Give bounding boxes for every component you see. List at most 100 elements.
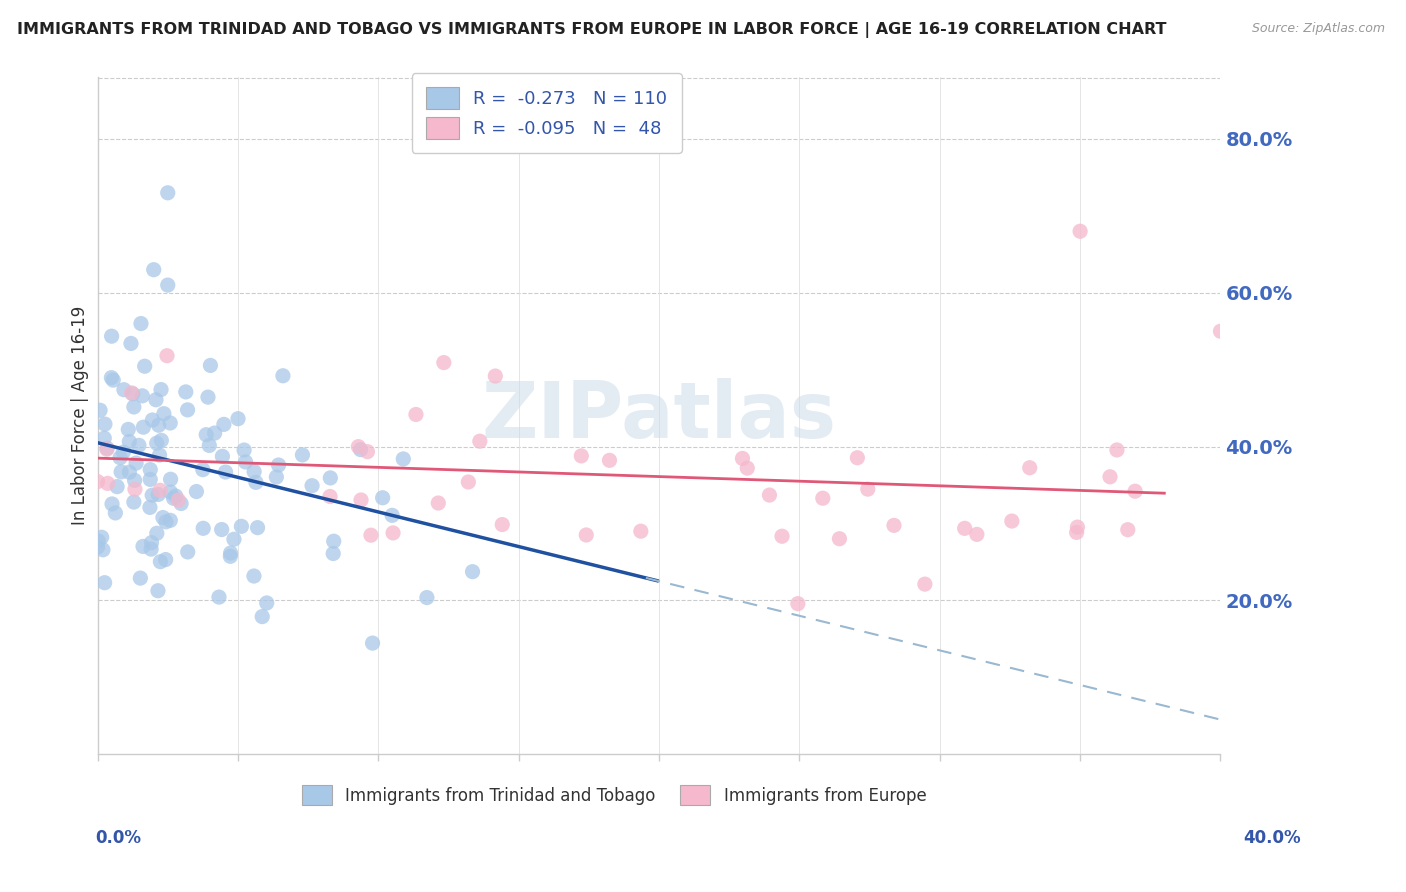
Point xyxy=(846,450,869,465)
Point xyxy=(953,521,976,535)
Point xyxy=(139,472,162,486)
Point xyxy=(427,496,450,510)
Point xyxy=(159,485,181,500)
Point xyxy=(356,444,378,458)
Point xyxy=(347,440,370,454)
Point xyxy=(167,493,190,508)
Point xyxy=(231,519,253,533)
Point xyxy=(159,513,181,527)
Point xyxy=(301,478,323,492)
Point xyxy=(124,474,146,488)
Point xyxy=(758,488,780,502)
Point xyxy=(132,420,155,434)
Point xyxy=(96,442,118,457)
Point xyxy=(128,438,150,452)
Point xyxy=(416,591,439,605)
Point xyxy=(484,369,506,384)
Point xyxy=(100,370,122,384)
Point xyxy=(159,472,181,486)
Point xyxy=(122,400,145,414)
Point xyxy=(731,451,754,466)
Point xyxy=(165,489,187,503)
Point xyxy=(1116,523,1139,537)
Point xyxy=(148,418,170,433)
Point xyxy=(569,449,592,463)
Point xyxy=(108,450,131,465)
Point xyxy=(856,482,879,496)
Point xyxy=(381,508,404,523)
Point xyxy=(129,317,152,331)
Text: Source: ZipAtlas.com: Source: ZipAtlas.com xyxy=(1251,22,1385,36)
Point xyxy=(1069,224,1091,238)
Point xyxy=(125,456,148,470)
Point xyxy=(145,436,167,450)
Point xyxy=(198,438,221,452)
Point xyxy=(170,496,193,510)
Point xyxy=(319,490,342,504)
Point xyxy=(461,565,484,579)
Point xyxy=(266,470,288,484)
Point xyxy=(966,527,988,541)
Point xyxy=(112,445,135,459)
Point xyxy=(468,434,491,449)
Point xyxy=(457,475,479,489)
Point xyxy=(132,540,155,554)
Point xyxy=(575,528,598,542)
Point xyxy=(350,493,373,508)
Point xyxy=(159,416,181,430)
Point xyxy=(598,453,620,467)
Point xyxy=(211,450,233,464)
Point xyxy=(149,483,172,498)
Point xyxy=(156,278,179,293)
Point xyxy=(361,636,384,650)
Point xyxy=(118,465,141,479)
Point xyxy=(91,542,114,557)
Point xyxy=(112,383,135,397)
Point xyxy=(104,506,127,520)
Point xyxy=(152,510,174,524)
Point xyxy=(214,465,236,479)
Point xyxy=(122,495,145,509)
Point xyxy=(291,448,314,462)
Point xyxy=(1066,520,1088,534)
Point xyxy=(139,542,162,557)
Point xyxy=(204,426,226,441)
Point xyxy=(124,482,146,496)
Point xyxy=(145,392,167,407)
Point xyxy=(212,417,235,432)
Point xyxy=(90,530,112,544)
Point xyxy=(149,555,172,569)
Point xyxy=(371,491,394,505)
Point xyxy=(243,465,266,479)
Point xyxy=(129,571,152,585)
Point xyxy=(150,434,173,448)
Point xyxy=(153,407,176,421)
Point xyxy=(1123,484,1146,499)
Point xyxy=(141,535,163,549)
Point xyxy=(200,359,222,373)
Point xyxy=(86,540,108,554)
Point xyxy=(96,442,118,456)
Point xyxy=(89,403,111,417)
Point xyxy=(134,359,156,374)
Point xyxy=(177,545,200,559)
Point xyxy=(360,528,382,542)
Point xyxy=(186,484,208,499)
Point xyxy=(219,546,242,560)
Point xyxy=(176,402,198,417)
Point xyxy=(162,491,184,506)
Point xyxy=(222,533,245,547)
Point xyxy=(155,515,177,529)
Point xyxy=(1105,442,1128,457)
Y-axis label: In Labor Force | Age 16-19: In Labor Force | Age 16-19 xyxy=(72,306,89,525)
Point xyxy=(191,463,214,477)
Point xyxy=(246,521,269,535)
Point xyxy=(87,534,110,549)
Point xyxy=(197,390,219,404)
Point xyxy=(883,518,905,533)
Text: ZIPatlas: ZIPatlas xyxy=(481,378,837,454)
Point xyxy=(142,262,165,277)
Point xyxy=(914,577,936,591)
Point xyxy=(148,487,170,501)
Text: IMMIGRANTS FROM TRINIDAD AND TOBAGO VS IMMIGRANTS FROM EUROPE IN LABOR FORCE | A: IMMIGRANTS FROM TRINIDAD AND TOBAGO VS I… xyxy=(17,22,1167,38)
